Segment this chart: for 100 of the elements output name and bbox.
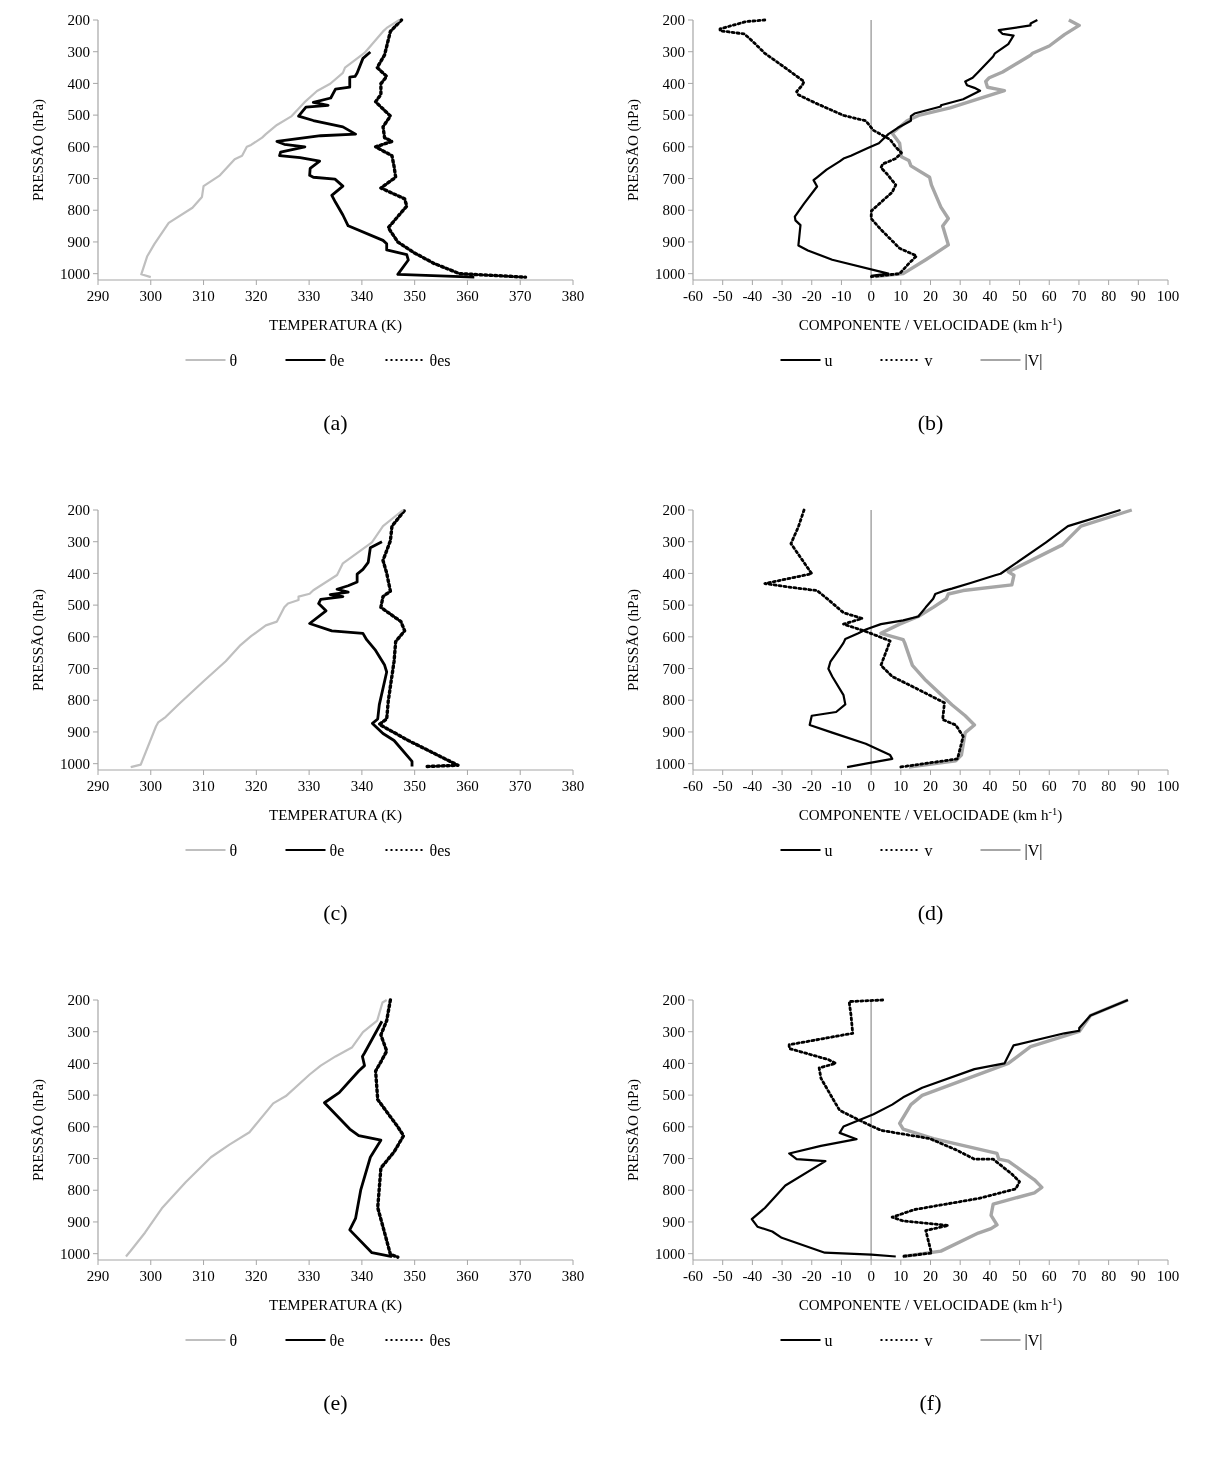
y-tick-label: 300 [662, 1023, 685, 1040]
x-tick-label: 320 [245, 1268, 268, 1284]
text: (e) [323, 1390, 348, 1415]
x-tick-label: 90 [1130, 778, 1146, 794]
legend-label: v [924, 841, 933, 859]
x-tick-label: 350 [403, 288, 426, 304]
y-tick-label: 800 [67, 202, 90, 219]
y-tick-label: 200 [67, 12, 90, 29]
x-axis-title: TEMPERATURA (K) [269, 1297, 402, 1314]
x-tick-label: -30 [772, 1268, 793, 1284]
y-tick-label: 300 [662, 43, 685, 60]
x-tick-label: 330 [297, 288, 321, 304]
legend-label: θ [229, 351, 238, 369]
y-tick-label: 1000 [655, 265, 685, 282]
line-series [308, 540, 414, 768]
y-tick-label: 600 [662, 139, 685, 156]
x-tick-label: 340 [350, 1268, 374, 1284]
line-series [140, 18, 401, 279]
legend-label: θes [429, 1331, 451, 1349]
x-tick-label: -60 [683, 288, 703, 304]
y-tick-label: 800 [67, 1182, 90, 1199]
x-tick-label: 380 [561, 1268, 585, 1284]
y-tick-label: 900 [662, 1214, 685, 1231]
x-tick-label: 20 [923, 778, 938, 794]
x-tick-label: 310 [192, 288, 215, 304]
y-tick-label: 300 [67, 43, 90, 60]
x-tick-label: 330 [297, 1268, 321, 1284]
x-axis-title: COMPONENTE / VELOCIDADE (km h$^{-1}$) [798, 1295, 1063, 1314]
line-series [129, 508, 405, 769]
x-tick-label: 0 [867, 288, 875, 304]
x-tick-label: 80 [1101, 778, 1117, 794]
y-axis-title: PRESSÃO (hPa) [30, 588, 47, 692]
y-tick-label: 500 [67, 1087, 90, 1104]
x-tick-label: -10 [831, 288, 852, 304]
x-axis-title: COMPONENTE / VELOCIDADE (km h$^{-1}$) [798, 315, 1063, 334]
x-tick-label: 370 [508, 1268, 532, 1284]
legend-label: θ [229, 1331, 238, 1349]
x-tick-label: -30 [772, 288, 793, 304]
y-axis-title: PRESSÃO (hPa) [30, 98, 47, 202]
x-tick-label: 70 [1071, 778, 1087, 794]
x-tick-label: 90 [1130, 1268, 1146, 1284]
y-tick-label: 500 [662, 107, 685, 124]
y-tick-label: 700 [662, 1150, 685, 1167]
x-axis-title: TEMPERATURA (K) [269, 317, 402, 334]
x-tick-label: 90 [1130, 288, 1146, 304]
x-tick-label: 10 [893, 288, 909, 304]
y-tick-label: 900 [662, 234, 685, 251]
x-tick-label: 380 [561, 778, 585, 794]
legend-label: θes [429, 351, 451, 369]
x-tick-label: 100 [1156, 1268, 1180, 1284]
x-tick-label: -50 [712, 288, 733, 304]
x-axis-title: TEMPERATURA (K) [269, 807, 402, 824]
legend-label: u [824, 351, 833, 369]
y-axis-title: PRESSÃO (hPa) [625, 1078, 642, 1182]
x-tick-label: 40 [982, 778, 998, 794]
y-tick-label: 700 [662, 660, 685, 677]
y-tick-label: 1000 [655, 755, 685, 772]
x-tick-label: 20 [923, 288, 938, 304]
y-tick-label: 800 [67, 692, 90, 709]
y-tick-label: 400 [662, 1055, 685, 1072]
x-tick-label: 70 [1071, 1268, 1087, 1284]
y-tick-label: 700 [67, 1150, 90, 1167]
y-tick-label: 600 [67, 629, 90, 646]
x-tick-label: 20 [923, 1268, 938, 1284]
x-tick-label: -40 [742, 1268, 763, 1284]
x-tick-label: 60 [1041, 778, 1057, 794]
y-tick-label: 1000 [60, 1245, 90, 1262]
y-tick-label: 400 [662, 565, 685, 582]
x-tick-label: 10 [893, 1268, 909, 1284]
y-tick-label: 700 [67, 170, 90, 187]
legend-label: |V| [1024, 351, 1043, 370]
y-tick-label: 300 [67, 1023, 90, 1040]
y-tick-label: 1000 [60, 265, 90, 282]
x-tick-label: 310 [192, 1268, 215, 1284]
y-tick-label: 1000 [655, 1245, 685, 1262]
y-tick-label: 200 [67, 992, 90, 1009]
y-tick-label: 700 [67, 660, 90, 677]
y-tick-label: 900 [67, 234, 90, 251]
legend-label: θe [329, 351, 345, 369]
x-tick-label: 350 [403, 1268, 426, 1284]
x-tick-label: 310 [192, 778, 215, 794]
x-tick-label: -10 [831, 778, 852, 794]
y-tick-label: 200 [662, 502, 685, 519]
x-tick-label: 360 [456, 288, 479, 304]
y-tick-label: 600 [662, 629, 685, 646]
legend-label: θe [329, 1331, 345, 1349]
x-tick-label: 340 [350, 288, 374, 304]
y-tick-label: 200 [67, 502, 90, 519]
legend-label: |V| [1024, 841, 1043, 860]
line-series [377, 509, 460, 769]
x-tick-label: -50 [712, 778, 733, 794]
y-tick-label: 600 [662, 1119, 685, 1136]
y-tick-label: 200 [662, 992, 685, 1009]
y-tick-label: 900 [67, 724, 90, 741]
x-tick-label: 360 [456, 778, 479, 794]
y-tick-label: 400 [67, 1055, 90, 1072]
x-tick-label: -40 [742, 778, 763, 794]
x-tick-label: 380 [561, 288, 585, 304]
x-tick-label: -60 [683, 778, 703, 794]
x-tick-label: 100 [1156, 288, 1180, 304]
